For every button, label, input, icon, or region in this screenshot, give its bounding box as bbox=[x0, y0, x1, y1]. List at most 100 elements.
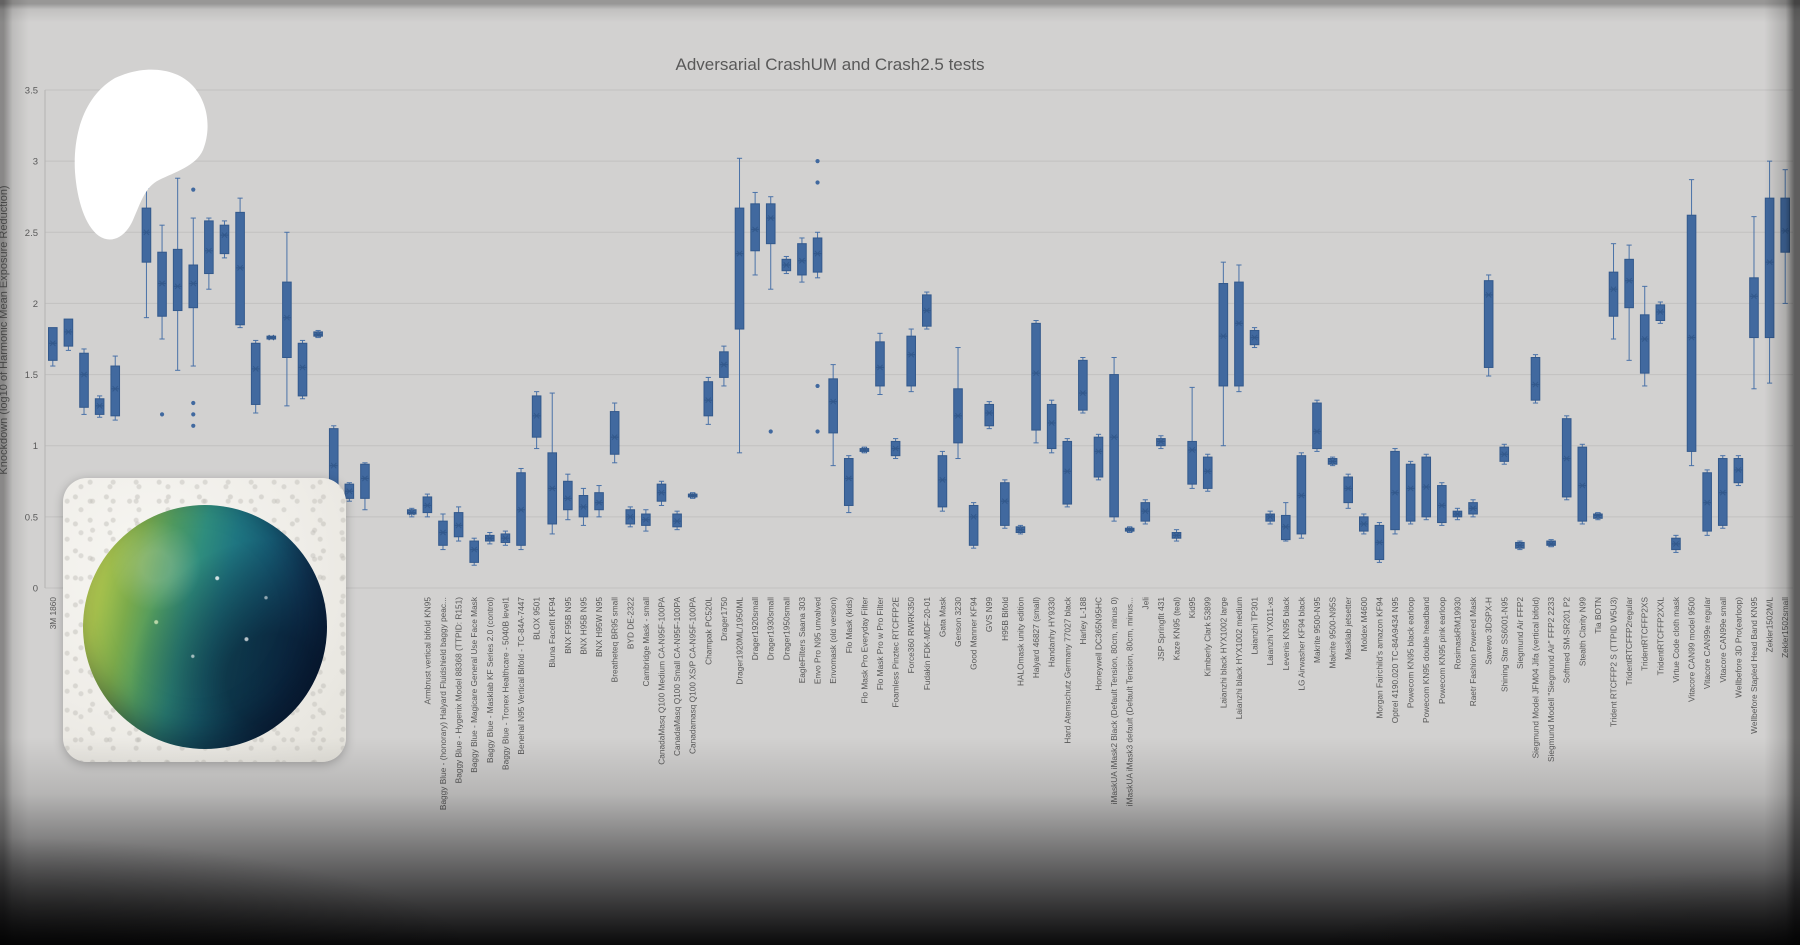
x-axis-label: Drager1750 bbox=[719, 597, 729, 641]
x-axis-label: GVS N99 bbox=[984, 597, 994, 632]
box-plot-item bbox=[188, 217, 199, 367]
chart-title: Adversarial CrashUM and Crash2.5 tests bbox=[676, 55, 985, 74]
box bbox=[1031, 322, 1041, 431]
box-plot-item bbox=[1280, 502, 1291, 542]
x-axis-label: Kimberly Clark 53899 bbox=[1203, 597, 1213, 677]
box-plot-item bbox=[531, 391, 542, 450]
box bbox=[703, 381, 714, 417]
box bbox=[1296, 455, 1307, 535]
y-tick-label: 1 bbox=[33, 441, 38, 452]
box bbox=[734, 207, 745, 330]
box bbox=[110, 365, 121, 417]
x-axis-label: iMaskUA iMask2 Black (Default Tension, 8… bbox=[1109, 597, 1119, 805]
x-axis-label: Envomask (old version) bbox=[828, 597, 838, 684]
x-axis-label: Handanhy HY9330 bbox=[1047, 597, 1057, 668]
box-plot-item bbox=[1062, 438, 1073, 508]
box bbox=[672, 513, 682, 528]
box bbox=[1109, 374, 1119, 518]
outlier-dot bbox=[815, 383, 820, 389]
box bbox=[1686, 214, 1697, 452]
box bbox=[1187, 440, 1197, 485]
box-plot-item bbox=[266, 334, 277, 341]
box bbox=[1312, 402, 1322, 450]
box-plot-item bbox=[1405, 460, 1416, 525]
outlier-dot bbox=[815, 159, 820, 164]
box-plot-item bbox=[282, 231, 292, 407]
box-plot-item bbox=[953, 347, 963, 460]
box bbox=[1280, 514, 1291, 541]
x-axis-label: JSP Springfit 431 bbox=[1156, 597, 1166, 661]
box bbox=[1046, 403, 1057, 450]
x-axis-label: Raetr Fashion Powered Mask bbox=[1468, 596, 1478, 706]
box-plot-item bbox=[1218, 261, 1229, 447]
box bbox=[1265, 513, 1275, 522]
x-axis-label: BNX H95W N95 bbox=[594, 597, 604, 657]
box-plot-item bbox=[516, 467, 526, 551]
box-plot-item bbox=[687, 492, 698, 499]
box-plot-item bbox=[406, 507, 417, 518]
box-plot-item bbox=[1749, 216, 1759, 390]
box-plot-item bbox=[1296, 452, 1307, 539]
box bbox=[1437, 485, 1447, 524]
box bbox=[1624, 258, 1634, 309]
box-plot-item bbox=[1265, 510, 1275, 525]
x-axis-label: Laianzhi YX011-xs bbox=[1265, 597, 1275, 665]
box-plot-item bbox=[797, 237, 807, 283]
box-plot-item bbox=[1109, 356, 1119, 522]
box bbox=[516, 472, 526, 546]
planet-circle bbox=[83, 505, 327, 749]
box-plot-item bbox=[937, 450, 948, 512]
box-plot-item bbox=[578, 487, 589, 526]
box-plot-item bbox=[453, 506, 464, 542]
x-axis-label: Baggy Blue - Masklab KF Series 2.0 (cont… bbox=[485, 597, 495, 763]
x-axis-label: Vitacore CAN99e regular bbox=[1702, 597, 1712, 689]
box-plot-item bbox=[1624, 244, 1634, 361]
box bbox=[1530, 356, 1541, 401]
x-axis-label: Powecom KN95 double headband bbox=[1421, 597, 1431, 723]
outlier-dot bbox=[191, 187, 196, 192]
box bbox=[250, 342, 261, 405]
x-axis-label: Flo Mask Pro w Pro Filter bbox=[875, 597, 885, 690]
x-axis-label: Canadamasq Q100 XS/P CA-N95F-100PA bbox=[688, 597, 698, 754]
x-axis-label: HALOmask unity edition bbox=[1015, 597, 1025, 686]
x-axis-label: Wellbefore 3D Pro(earloop) bbox=[1733, 597, 1743, 698]
box-plot-item bbox=[906, 328, 916, 393]
outlier-dot bbox=[159, 412, 165, 417]
outlier-dot bbox=[191, 412, 196, 417]
box-plot-item bbox=[141, 187, 152, 319]
box-plot-item bbox=[1421, 453, 1432, 521]
box bbox=[1405, 463, 1416, 522]
x-axis-label: Foamless Pinztec RTCFFP2E bbox=[891, 597, 901, 708]
box-plot-item bbox=[828, 364, 838, 467]
y-tick-label: 2.5 bbox=[25, 228, 38, 239]
box bbox=[578, 495, 589, 518]
x-axis-label: Armbrust vertical bifold KN95 bbox=[422, 597, 432, 705]
x-axis-label: Vitacore CAN99e small bbox=[1718, 597, 1728, 683]
box-plot-item bbox=[422, 493, 433, 518]
box bbox=[172, 248, 183, 312]
x-axis-label: Masklab jetsetter bbox=[1343, 597, 1353, 660]
box bbox=[406, 509, 417, 515]
x-axis-label: Fudakin FDK-MDF-20-01 bbox=[922, 597, 932, 691]
box bbox=[828, 378, 838, 434]
box-plot-item bbox=[1655, 301, 1666, 324]
box-plot-item bbox=[297, 339, 308, 400]
x-axis-label: BYD DE-2322 bbox=[625, 597, 635, 649]
box bbox=[1655, 304, 1666, 322]
outlier-dot bbox=[191, 400, 196, 406]
box-plot-item bbox=[313, 329, 323, 339]
x-axis-label: Kaze KN95 (teal) bbox=[1172, 597, 1182, 660]
box bbox=[984, 403, 995, 427]
x-axis-label: BNX H95B N95 bbox=[578, 597, 588, 655]
x-axis-label: Flo Mask Pro Everyday Filter bbox=[859, 597, 869, 704]
x-axis-label: Siegmund Model JFM04 Jifa (vertical bifo… bbox=[1530, 597, 1540, 759]
y-axis-title: Knockdown (log10 of Harmonic Mean Exposu… bbox=[0, 185, 10, 474]
x-axis-label: Drager1920ML/1950ML bbox=[735, 597, 745, 685]
x-axis-label: Shining Star SS6001-N95 bbox=[1499, 597, 1509, 692]
x-axis-label: Laianzhi black HYX1002 large bbox=[1218, 597, 1228, 709]
box-plot-item bbox=[1374, 522, 1385, 563]
x-axis-label: Laianzhi TP301 bbox=[1250, 597, 1260, 655]
box-plot-item bbox=[485, 532, 495, 545]
box-plot-item bbox=[94, 395, 105, 418]
